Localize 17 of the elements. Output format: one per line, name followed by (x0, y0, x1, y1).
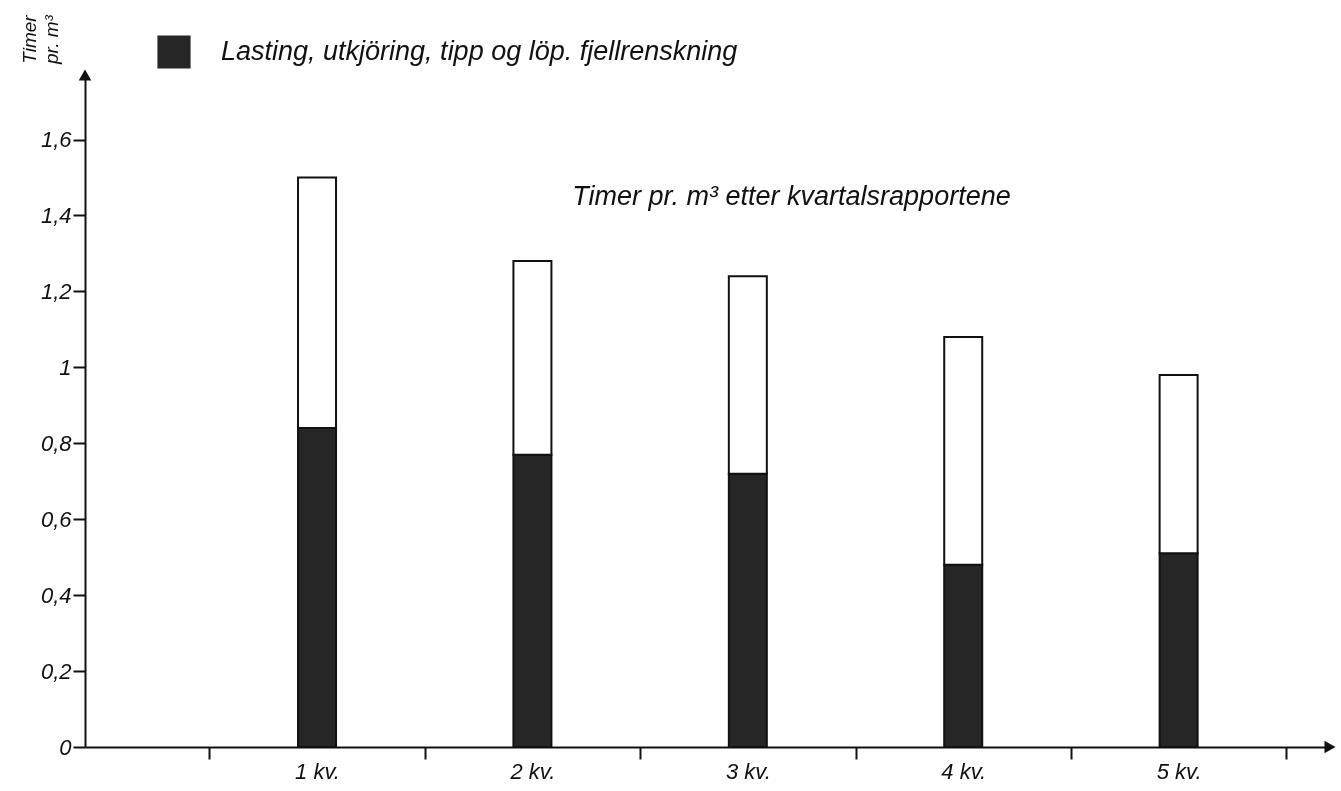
text: Timer pr. m³ etter kvartalsrapportene (572, 180, 1011, 211)
y-tick-label: 0,6 (40, 506, 73, 532)
y-tick-label: 0,4 (40, 582, 72, 608)
x-tick-label: 5 kv. (1156, 758, 1202, 784)
x-tick-label: 3 kv. (725, 758, 771, 784)
y-tick-label: 0,2 (40, 658, 72, 684)
legend-label: Lasting, utkjöring, tipp og löp. fjellrenskning (221, 36, 738, 66)
y-tick-label: 1,4 (40, 202, 72, 228)
y-tick-label: 0,8 (40, 430, 73, 456)
y-tick-label: 1 (59, 354, 72, 380)
y-tick-label: 0 (59, 734, 73, 760)
x-tick-label: 4 kv. (941, 758, 987, 784)
x-tick-label: 2 kv. (509, 758, 556, 784)
x-tick-label: 1 kv. (295, 758, 340, 784)
y-tick-label: 1,6 (40, 127, 73, 153)
y-axis-title: Timer pr. m³ (18, 14, 62, 65)
y-tick-label: 1,2 (40, 278, 72, 304)
